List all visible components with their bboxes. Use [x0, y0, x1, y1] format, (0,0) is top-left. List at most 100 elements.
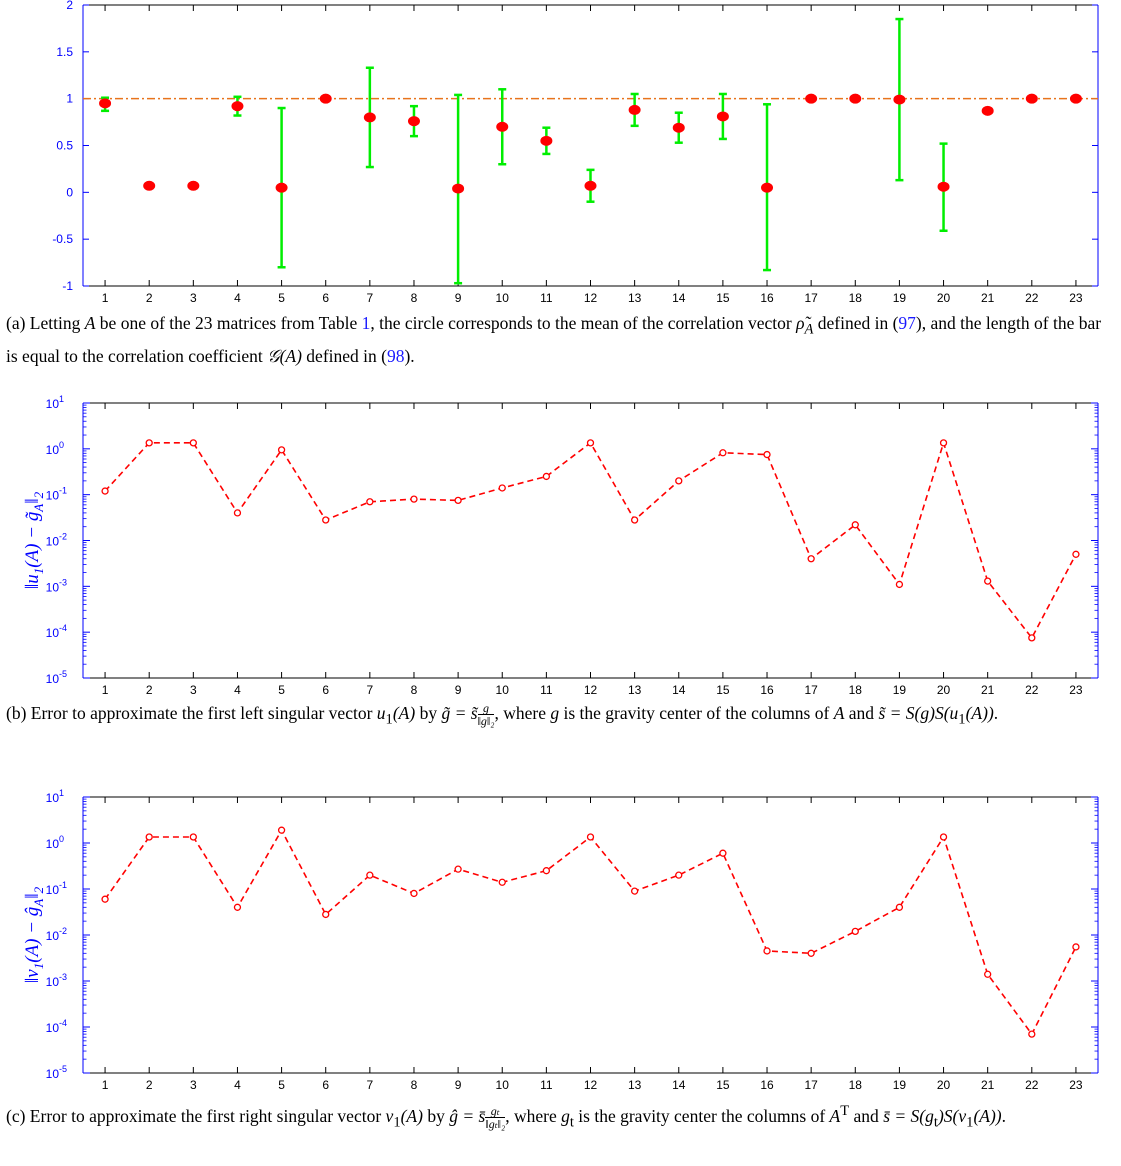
x-tick-label: 4 [234, 683, 241, 697]
data-point [410, 495, 418, 503]
x-tick-label: 11 [540, 291, 553, 305]
chart-a-errorbar: -1-0.500.511.521 2 3 4 5 6 7 8 9 10 11 12 13 14 15 16 17… [52, 0, 1099, 305]
x-tick-label: 9 [455, 291, 462, 305]
y-tick-exponent: -1 [59, 880, 67, 890]
mean-marker [672, 122, 685, 133]
x-tick-label: 21 [981, 1078, 995, 1092]
data-point [851, 521, 859, 529]
x-tick-label: 7 [367, 1078, 374, 1092]
mean-marker [99, 98, 112, 109]
data-point [1072, 943, 1080, 951]
x-tick-label: 8 [411, 291, 418, 305]
plot-area [83, 797, 1098, 1073]
y-axis-label: ‖v1(A) − ĝA‖2 [22, 886, 46, 983]
data-point [763, 450, 771, 459]
x-tick-label: 19 [893, 1078, 907, 1092]
data-point [719, 849, 727, 857]
data-point [277, 826, 286, 834]
data-point [145, 439, 153, 447]
data-point [586, 439, 595, 447]
x-tick-label: 20 [937, 291, 951, 305]
y-tick-label: 10 [46, 883, 60, 897]
x-tick-label: 5 [278, 291, 285, 305]
y-axis-label: ‖u1(A) − g̃A‖2 [22, 491, 46, 589]
mean-marker [937, 181, 950, 192]
caption-c: (c) Error to approximate the first right… [6, 1103, 1006, 1132]
y-tick-exponent: -5 [59, 669, 67, 679]
mean-marker [319, 93, 332, 104]
x-tick-label: 23 [1069, 291, 1083, 305]
y-tick-label: 10 [46, 929, 60, 943]
y-tick-exponent: 1 [59, 788, 64, 798]
y-tick-exponent: -5 [59, 1064, 67, 1074]
data-point [719, 449, 727, 457]
x-tick-label: 13 [628, 291, 642, 305]
y-tick-label: 0.5 [56, 139, 73, 153]
data-point [189, 833, 197, 841]
data-point [322, 516, 330, 524]
y-tick-exponent: -2 [59, 926, 67, 936]
mean-marker [716, 111, 729, 122]
data-point [189, 439, 197, 447]
x-tick-label: 6 [322, 291, 329, 305]
data-point [322, 910, 330, 919]
y-tick-exponent: -4 [59, 1018, 67, 1028]
x-tick-label: 16 [760, 1078, 774, 1092]
x-tick-label: 17 [804, 683, 818, 697]
mean-marker [540, 135, 553, 146]
x-tick-label: 14 [672, 683, 686, 697]
data-point [454, 865, 462, 873]
x-tick-label: 1 [102, 291, 109, 305]
mean-marker [407, 116, 420, 127]
mean-marker [452, 183, 465, 194]
data-point [101, 487, 109, 495]
x-tick-label: 10 [496, 683, 510, 697]
chart-b-left-singular-error: 10 -510 -410 -310 -210 -110 010 11 2 3 4 5 6 7 8 9 10 11 1… [22, 394, 1099, 697]
data-point [366, 498, 374, 506]
data-point [366, 871, 374, 879]
x-tick-label: 20 [937, 1078, 951, 1092]
mean-marker [849, 93, 862, 104]
x-tick-label: 18 [849, 291, 863, 305]
caption-a: (a) Letting A be one of the 23 matrices … [6, 313, 1102, 366]
data-point [145, 833, 153, 841]
mean-marker [1025, 93, 1038, 104]
mean-marker [275, 182, 288, 193]
y-tick-label: -1 [62, 279, 73, 293]
data-point [807, 555, 815, 563]
x-tick-label: 16 [760, 683, 774, 697]
x-tick-label: 4 [234, 291, 241, 305]
x-tick-label: 23 [1069, 1078, 1083, 1092]
y-tick-label: 10 [46, 1067, 60, 1081]
x-tick-label: 5 [278, 683, 285, 697]
x-tick-label: 15 [716, 291, 730, 305]
data-point [454, 496, 462, 505]
data-point [895, 580, 904, 589]
x-tick-label: 7 [367, 683, 374, 697]
y-tick-label: 10 [46, 837, 60, 851]
x-tick-label: 19 [893, 683, 907, 697]
x-tick-label: 12 [584, 1078, 598, 1092]
x-tick-label: 2 [146, 683, 153, 697]
x-tick-label: 21 [981, 683, 995, 697]
y-tick-label: 10 [46, 626, 60, 640]
x-tick-label: 16 [760, 291, 774, 305]
data-point [410, 889, 418, 898]
x-tick-label: 8 [411, 1078, 418, 1092]
data-point [939, 439, 948, 447]
data-point [984, 970, 992, 978]
data-point [233, 903, 242, 911]
mean-marker [496, 121, 509, 132]
x-tick-label: 9 [455, 1078, 462, 1092]
x-tick-label: 14 [672, 291, 686, 305]
x-tick-label: 18 [849, 1078, 863, 1092]
data-point [895, 903, 904, 911]
y-tick-exponent: 0 [59, 834, 64, 844]
data-point [1028, 634, 1036, 642]
data-point [277, 446, 286, 454]
x-tick-label: 22 [1025, 683, 1039, 697]
mean-marker [231, 101, 244, 112]
y-tick-label: 10 [46, 535, 60, 549]
y-tick-label: 1.5 [56, 45, 73, 59]
data-point [542, 472, 551, 481]
